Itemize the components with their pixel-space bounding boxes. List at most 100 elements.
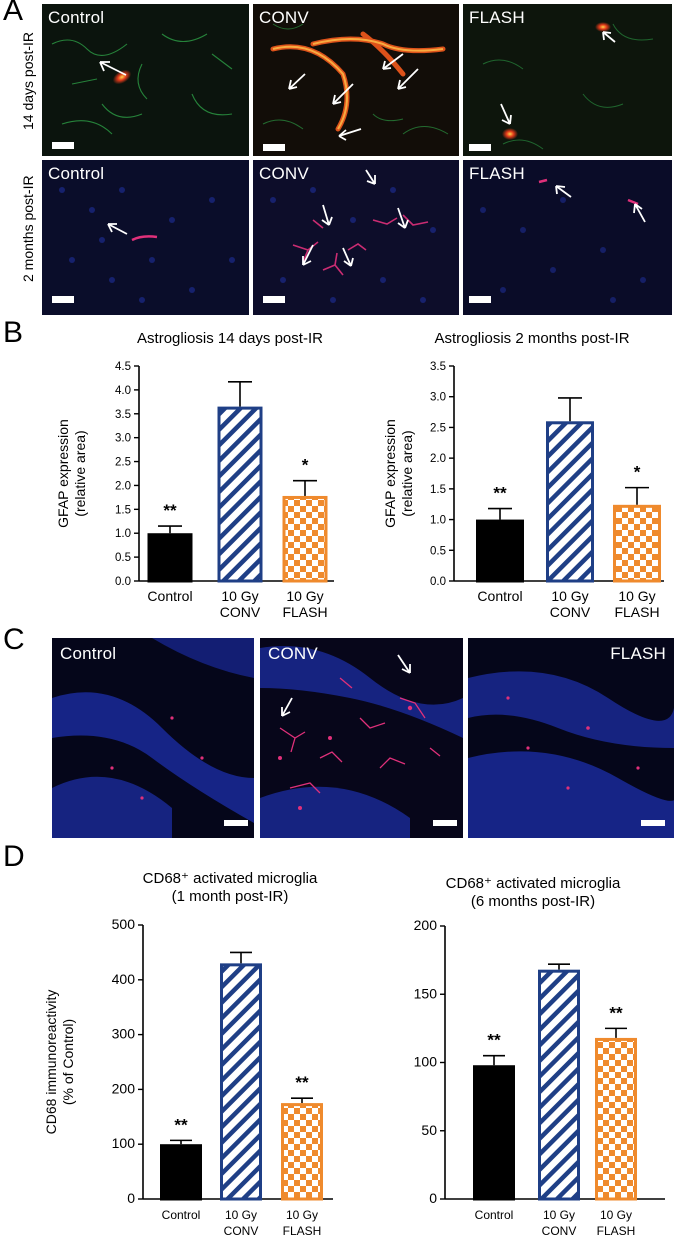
x-tick-label: Control [162,1208,201,1222]
y-tick-label: 0 [127,1190,135,1206]
x-tick-label: 10 Gy [225,1208,257,1222]
x-tick-label: 10 Gy [543,1208,575,1222]
bar [282,495,328,583]
significance-mark: ** [163,501,177,520]
y-tick-label: 2.5 [430,422,446,434]
x-tick-label: 10 Gy [618,588,655,604]
panel-letter-d: D [3,840,25,873]
x-tick-label: FLASH [614,604,659,620]
chart-title-d1-line2: (1 month post-IR) [171,888,289,905]
x-tick-label: CONV [224,1224,259,1238]
panel-letter-c: C [3,623,25,656]
y-tick-label: 3.5 [430,361,446,373]
y-tick-label: 0.5 [430,545,446,557]
label-control: Control [48,164,105,183]
significance-mark: ** [487,1031,501,1050]
chart-cd68-6m: 0 50 100 150 200 ** Control 10 Gy CONV ** 10 Gy FLA… [414,917,665,1238]
scale-bar [469,144,491,151]
label-control: Control [48,8,105,27]
label-flash: FLASH [469,8,525,27]
y-tick-label: 0 [429,1190,437,1206]
micrograph-2m-flash-image [463,160,672,315]
x-tick-label: FLASH [597,1224,636,1238]
x-tick-label: CONV [220,604,261,620]
y-axis-label: (relative area) [399,430,415,516]
y-axis-label: GFAP expression [55,419,71,528]
micrograph-14d-conv: CONV [253,4,459,156]
bar [476,519,524,583]
bar [220,963,262,1201]
chart-astrogliosis-2m: 0.0 0.5 1.0 1.5 2.0 2.5 3.0 3.5 GFAP expression(… [382,361,664,620]
x-tick-label: CONV [542,1224,577,1238]
y-tick-label: 4.0 [115,385,131,397]
bar [473,1065,515,1201]
micrograph-c-flash-image [468,638,674,838]
row-label-14-days: 14 days post-IR [20,31,36,130]
significance-mark: * [634,463,641,482]
y-tick-label: 200 [414,917,438,933]
y-tick-label: 100 [112,1135,136,1151]
chart-title-d2-line1: CD68⁺ activated microglia [445,875,621,892]
y-tick-label: 50 [421,1122,437,1138]
y-tick-label: 4.5 [115,361,131,373]
scale-bar [433,820,457,826]
micrograph-14d-flash-image [463,4,672,156]
micrograph-2m-control: Control [42,160,249,315]
y-tick-label: 2.5 [115,457,131,469]
y-axis-label: (% of Control) [60,1019,76,1105]
chart-astrogliosis-14d: 0.0 0.5 1.0 1.5 2.0 2.5 3.0 3.5 4.0 4.5 GFAP expre… [55,361,334,620]
micrograph-2m-flash: FLASH [463,160,672,315]
chart-title-b2: Astrogliosis 2 months post-IR [434,330,630,347]
significance-mark: ** [609,1003,623,1022]
micrograph-2m-control-image [42,160,249,315]
micrograph-c-conv-image [260,638,463,838]
y-axis-label: (relative area) [72,430,88,516]
bar [538,969,580,1201]
scale-bar [52,142,74,149]
micrograph-14d-flash: FLASH [463,4,672,156]
bar [147,533,193,583]
significance-mark: ** [174,1115,188,1134]
bar [595,1037,637,1201]
chart-cd68-1m: 0 100 200 300 400 500 CD68 immunoreactivity (% … [43,916,333,1238]
x-tick-label: 10 Gy [600,1208,632,1222]
bar [160,1144,202,1201]
y-tick-label: 2.0 [115,480,131,492]
panel-letter-b: B [3,316,24,349]
significance-mark: ** [295,1073,309,1092]
label-control: Control [60,644,117,663]
y-tick-label: 1.0 [115,528,131,540]
bar [281,1103,323,1201]
y-tick-label: 3.0 [115,433,131,445]
significance-mark: ** [493,484,507,503]
x-tick-label: Control [475,1208,514,1222]
label-flash: FLASH [469,164,525,183]
micrograph-14d-conv-image [253,4,459,156]
chart-title-b1: Astrogliosis 14 days post-IR [137,330,323,347]
scale-bar [263,144,285,151]
y-axis-label: GFAP expression [382,419,398,528]
micrograph-c-control-image [52,638,254,838]
y-tick-label: 3.0 [430,392,446,404]
x-tick-label: 10 Gy [286,588,323,604]
y-tick-label: 1.0 [430,515,446,527]
y-tick-label: 100 [414,1054,438,1070]
x-tick-label: 10 Gy [221,588,258,604]
chart-title-d2-line2: (6 months post-IR) [470,893,596,910]
y-tick-label: 1.5 [115,504,131,516]
y-tick-label: 0.5 [115,552,131,564]
x-tick-label: FLASH [283,1224,322,1238]
y-tick-label: 2.0 [430,453,446,465]
x-tick-label: CONV [550,604,591,620]
y-tick-label: 400 [112,971,136,987]
micrograph-2m-conv-image [253,160,459,315]
micrograph-14d-control: Control [42,4,249,156]
row-label-2-months: 2 months post-IR [20,175,36,282]
micrograph-2m-conv: CONV [253,160,459,315]
y-tick-label: 1.5 [430,484,446,496]
y-axis-label: CD68 immunoreactivity [43,990,59,1135]
y-tick-label: 500 [112,916,136,932]
micrograph-c-flash: FLASH [468,638,674,838]
label-conv: CONV [268,644,318,663]
panel-letter-a: A [3,0,24,27]
